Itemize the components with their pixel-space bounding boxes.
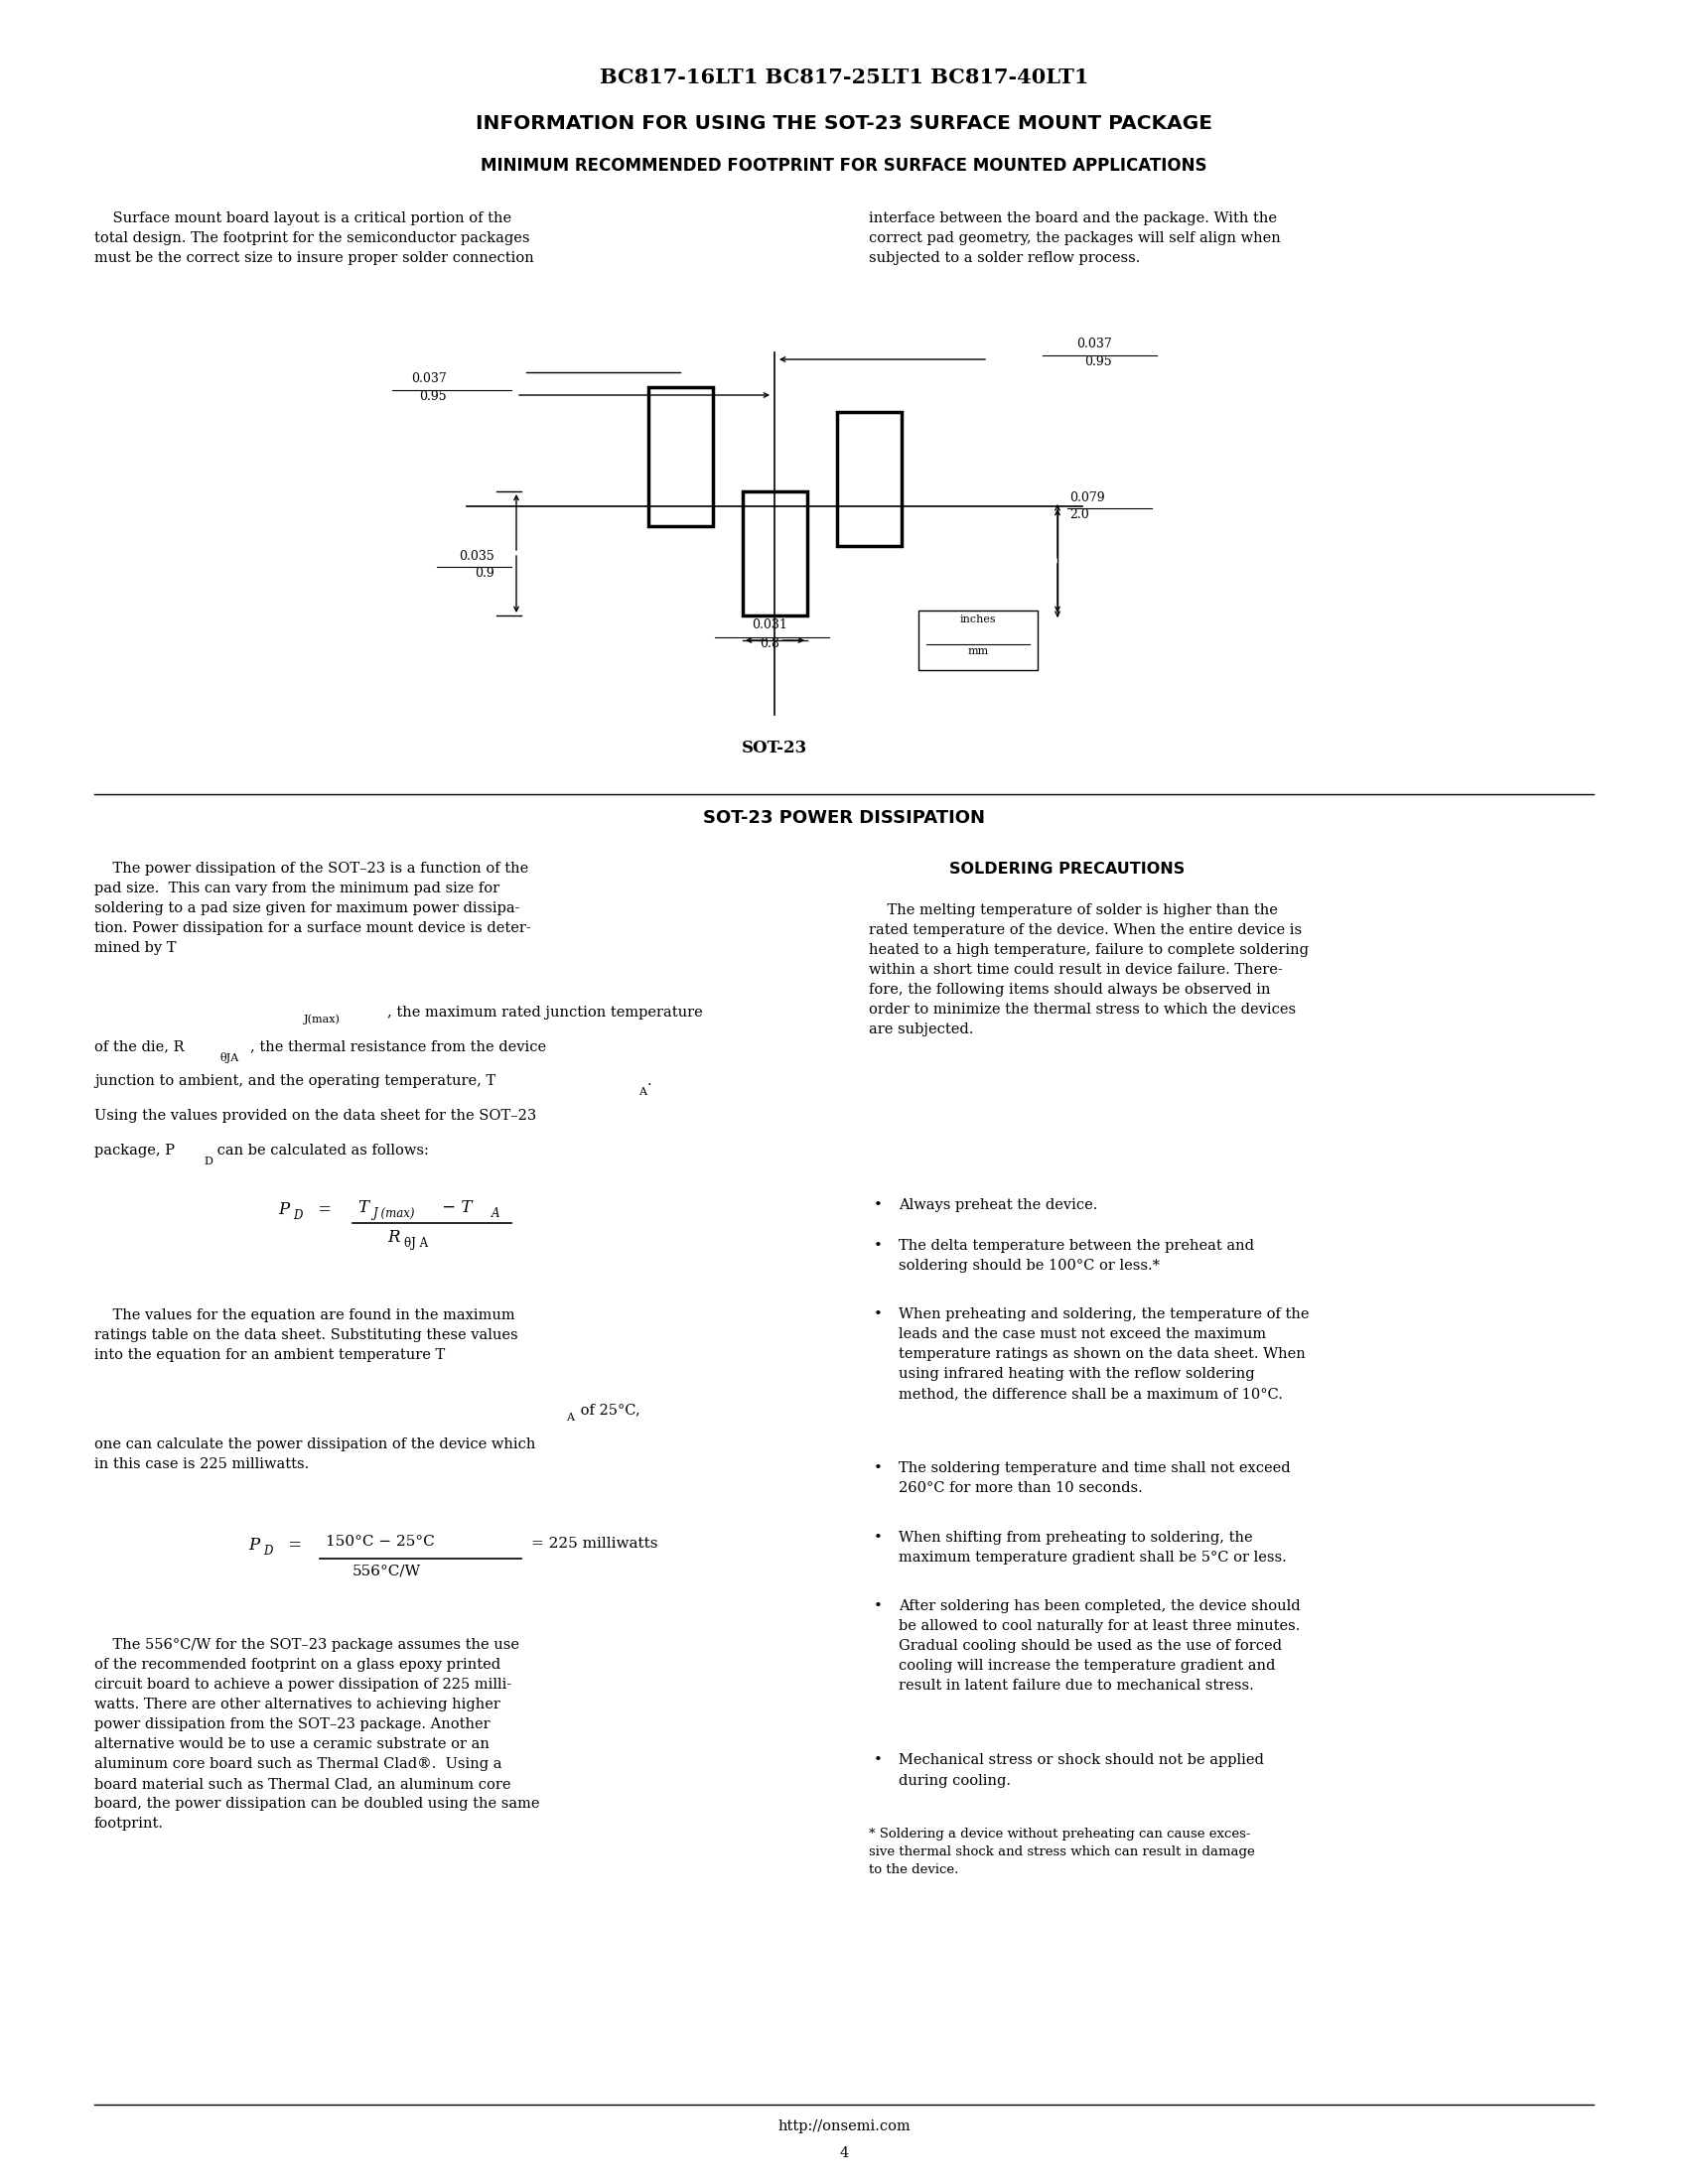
Text: =: = (312, 1201, 333, 1219)
Text: SOT-23 POWER DISSIPATION: SOT-23 POWER DISSIPATION (702, 808, 986, 828)
Text: =: = (284, 1538, 302, 1553)
Text: θJA: θJA (221, 1053, 240, 1064)
Text: The 556°C/W for the SOT–23 package assumes the use
of the recommended footprint : The 556°C/W for the SOT–23 package assum… (95, 1638, 540, 1830)
Text: 0.031: 0.031 (751, 618, 787, 631)
Text: •: • (874, 1461, 883, 1476)
Bar (743, 491, 807, 616)
Text: A: A (638, 1088, 647, 1096)
Text: A: A (565, 1413, 574, 1422)
Text: one can calculate the power dissipation of the device which
in this case is 225 : one can calculate the power dissipation … (95, 1437, 535, 1472)
Text: 0.95: 0.95 (1085, 356, 1112, 369)
Text: The delta temperature between the preheat and
soldering should be 100°C or less.: The delta temperature between the prehea… (898, 1238, 1254, 1273)
Text: •: • (874, 1308, 883, 1321)
Text: * Soldering a device without preheating can cause exces-
sive thermal shock and : * Soldering a device without preheating … (869, 1828, 1254, 1876)
Text: 0.95: 0.95 (419, 391, 447, 404)
Text: •: • (874, 1238, 883, 1251)
Text: •: • (874, 1531, 883, 1544)
Text: .: . (648, 1075, 652, 1088)
Text: P: P (279, 1201, 289, 1219)
Text: θJ A: θJ A (403, 1236, 429, 1249)
Text: = 225 milliwatts: = 225 milliwatts (532, 1538, 658, 1551)
Text: 0.9: 0.9 (474, 568, 495, 579)
Bar (918, 612, 1038, 670)
Text: of 25°C,: of 25°C, (576, 1402, 640, 1417)
Text: Always preheat the device.: Always preheat the device. (898, 1199, 1097, 1212)
Text: Surface mount board layout is a critical portion of the
total design. The footpr: Surface mount board layout is a critical… (95, 212, 533, 264)
Text: 2.0: 2.0 (1070, 509, 1089, 522)
Text: , the thermal resistance from the device: , the thermal resistance from the device (250, 1040, 547, 1053)
Text: can be calculated as follows:: can be calculated as follows: (213, 1144, 429, 1158)
Text: SOLDERING PRECAUTIONS: SOLDERING PRECAUTIONS (950, 863, 1185, 876)
Text: T: T (358, 1199, 368, 1216)
Text: D: D (204, 1158, 213, 1166)
Text: A: A (491, 1208, 500, 1221)
Text: •: • (874, 1599, 883, 1614)
Text: of the die, R: of the die, R (95, 1040, 184, 1053)
Text: http://onsemi.com: http://onsemi.com (778, 2118, 910, 2134)
Text: When shifting from preheating to soldering, the
maximum temperature gradient sha: When shifting from preheating to solderi… (898, 1531, 1286, 1564)
Text: − T: − T (437, 1199, 473, 1216)
Text: 4: 4 (839, 2147, 849, 2160)
Text: D: D (263, 1544, 272, 1557)
Text: package, P: package, P (95, 1144, 176, 1158)
Text: 150°C − 25°C: 150°C − 25°C (326, 1535, 434, 1548)
Text: 0.037: 0.037 (1077, 339, 1112, 349)
Text: P: P (248, 1538, 260, 1553)
Text: inches: inches (960, 614, 996, 625)
Text: D: D (294, 1210, 302, 1223)
Text: , the maximum rated junction temperature: , the maximum rated junction temperature (387, 1005, 702, 1020)
Text: Using the values provided on the data sheet for the SOT–23: Using the values provided on the data sh… (95, 1109, 537, 1123)
Bar (648, 387, 712, 526)
Text: J(max): J(max) (304, 1013, 341, 1024)
Text: The power dissipation of the SOT–23 is a function of the
pad size.  This can var: The power dissipation of the SOT–23 is a… (95, 863, 532, 954)
Text: SOT-23: SOT-23 (741, 740, 807, 756)
Text: •: • (874, 1754, 883, 1767)
Text: The values for the equation are found in the maximum
ratings table on the data s: The values for the equation are found in… (95, 1308, 518, 1363)
Text: 0.037: 0.037 (412, 371, 447, 384)
Text: The melting temperature of solder is higher than the
rated temperature of the de: The melting temperature of solder is hig… (869, 904, 1308, 1037)
Text: 0.079: 0.079 (1070, 491, 1104, 505)
Text: 0.035: 0.035 (459, 550, 495, 563)
Text: junction to ambient, and the operating temperature, T: junction to ambient, and the operating t… (95, 1075, 496, 1088)
Bar (837, 413, 901, 546)
Text: 0.8: 0.8 (760, 638, 780, 651)
Text: The soldering temperature and time shall not exceed
260°C for more than 10 secon: The soldering temperature and time shall… (898, 1461, 1290, 1496)
Text: MINIMUM RECOMMENDED FOOTPRINT FOR SURFACE MOUNTED APPLICATIONS: MINIMUM RECOMMENDED FOOTPRINT FOR SURFAC… (481, 157, 1207, 175)
Text: interface between the board and the package. With the
correct pad geometry, the : interface between the board and the pack… (869, 212, 1281, 264)
Text: BC817-16LT1 BC817-25LT1 BC817-40LT1: BC817-16LT1 BC817-25LT1 BC817-40LT1 (599, 68, 1089, 87)
Text: Mechanical stress or shock should not be applied
during cooling.: Mechanical stress or shock should not be… (898, 1754, 1264, 1787)
Text: INFORMATION FOR USING THE SOT-23 SURFACE MOUNT PACKAGE: INFORMATION FOR USING THE SOT-23 SURFACE… (476, 114, 1212, 133)
Text: When preheating and soldering, the temperature of the
leads and the case must no: When preheating and soldering, the tempe… (898, 1308, 1310, 1400)
Text: J (max): J (max) (373, 1208, 415, 1221)
Text: mm: mm (967, 646, 989, 655)
Text: R: R (387, 1230, 400, 1245)
Text: After soldering has been completed, the device should
be allowed to cool natural: After soldering has been completed, the … (898, 1599, 1300, 1693)
Text: 556°C/W: 556°C/W (353, 1564, 420, 1579)
Text: •: • (874, 1199, 883, 1212)
